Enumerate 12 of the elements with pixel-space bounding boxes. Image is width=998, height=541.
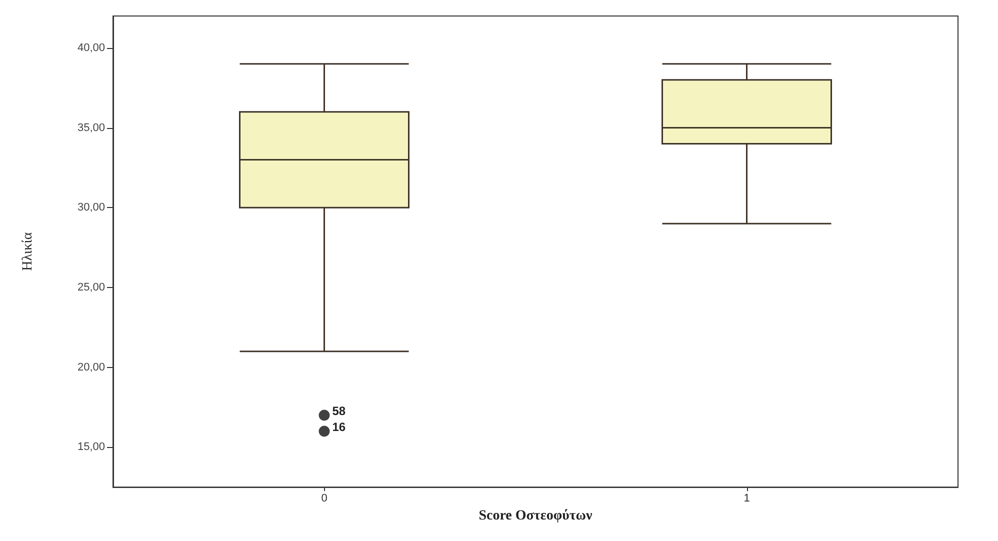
y-tick-label: 40,00 <box>77 42 105 54</box>
x-axis-title: Score Οστεοφύτων <box>478 508 594 524</box>
y-axis-title: Ηλικία <box>20 232 36 271</box>
x-tick-label: 1 <box>744 492 750 505</box>
y-tick-label: 35,00 <box>77 122 105 134</box>
y-tick-label: 30,00 <box>77 202 105 214</box>
y-tick-label: 20,00 <box>77 361 105 374</box>
annotation: 58 <box>332 404 346 418</box>
x-tick-label: 0 <box>321 492 328 505</box>
annotation: 16 <box>332 420 346 434</box>
y-tick-label: 25,00 <box>77 281 105 294</box>
y-tick-label: 15,00 <box>77 441 105 454</box>
